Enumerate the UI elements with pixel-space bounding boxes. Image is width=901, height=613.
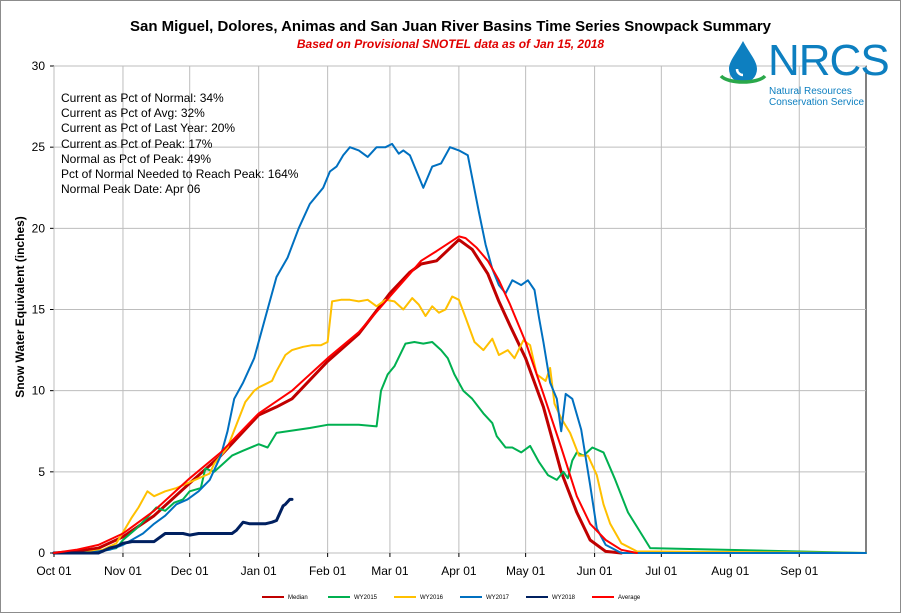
x-tick-label: Mar 01: [371, 564, 409, 578]
legend-label: Median: [288, 595, 308, 601]
stat-line: Current as Pct of Avg: 32%: [61, 106, 205, 121]
stat-line: Normal as Pct of Peak: 49%: [61, 151, 212, 166]
y-tick-label: 25: [32, 140, 46, 154]
series-line-average: [53, 235, 638, 554]
y-tick-label: 30: [32, 59, 46, 73]
x-tick-label: Jun 01: [577, 564, 613, 578]
legend-label: WY2017: [486, 595, 510, 601]
x-tick-label: Oct 01: [36, 564, 72, 578]
stat-line: Current as Pct of Normal: 34%: [61, 91, 224, 105]
stat-line: Current as Pct of Peak: 17%: [61, 136, 213, 151]
x-tick-label: Sep 01: [780, 564, 818, 578]
stat-line: Current as Pct of Last Year: 20%: [61, 121, 236, 136]
logo-subtitle: Natural Resources Conservation Service: [769, 86, 864, 108]
x-tick-label: Dec 01: [171, 564, 209, 578]
water-drop-icon: [719, 41, 767, 84]
legend-label: WY2018: [552, 595, 576, 601]
series-line-wy2015: [53, 341, 867, 554]
series-line-wy2016: [53, 295, 867, 554]
series-line-wy2018: [52, 497, 294, 555]
y-tick-label: 0: [38, 546, 45, 560]
y-tick-label: 15: [32, 303, 46, 317]
logo-wordmark: NRCS: [768, 36, 890, 85]
y-tick-label: 10: [32, 384, 46, 398]
x-tick-label: Jan 01: [241, 564, 277, 578]
legend-label: WY2016: [420, 595, 444, 601]
y-tick-label: 20: [32, 221, 46, 235]
x-tick-label: Aug 01: [711, 564, 749, 578]
legend-label: WY2015: [354, 595, 378, 601]
x-tick-label: Nov 01: [104, 564, 142, 578]
y-tick-label: 5: [38, 465, 45, 479]
stat-line: Pct of Normal Needed to Reach Peak: 164%: [61, 167, 299, 182]
chart-title: San Miguel, Dolores, Animas and San Juan…: [129, 18, 772, 35]
x-tick-label: Jul 01: [645, 564, 677, 578]
x-tick-label: Feb 01: [309, 564, 347, 578]
legend-label: Average: [618, 595, 641, 601]
x-tick-label: May 01: [506, 564, 546, 578]
chart-subtitle: Based on Provisional SNOTEL data as of J…: [296, 37, 605, 51]
logo-line: Conservation Service: [769, 97, 865, 108]
x-tick-label: Apr 01: [441, 564, 477, 578]
logo-line: Natural Resources: [769, 86, 852, 97]
stat-line: Normal Peak Date: Apr 06: [61, 182, 201, 197]
stats-block: Current as Pct of Normal: 34% Current as…: [61, 91, 298, 197]
nrcs-logo: NRCS Natural Resources Conservation Serv…: [718, 36, 890, 118]
series-line-wy2017: [53, 142, 867, 554]
